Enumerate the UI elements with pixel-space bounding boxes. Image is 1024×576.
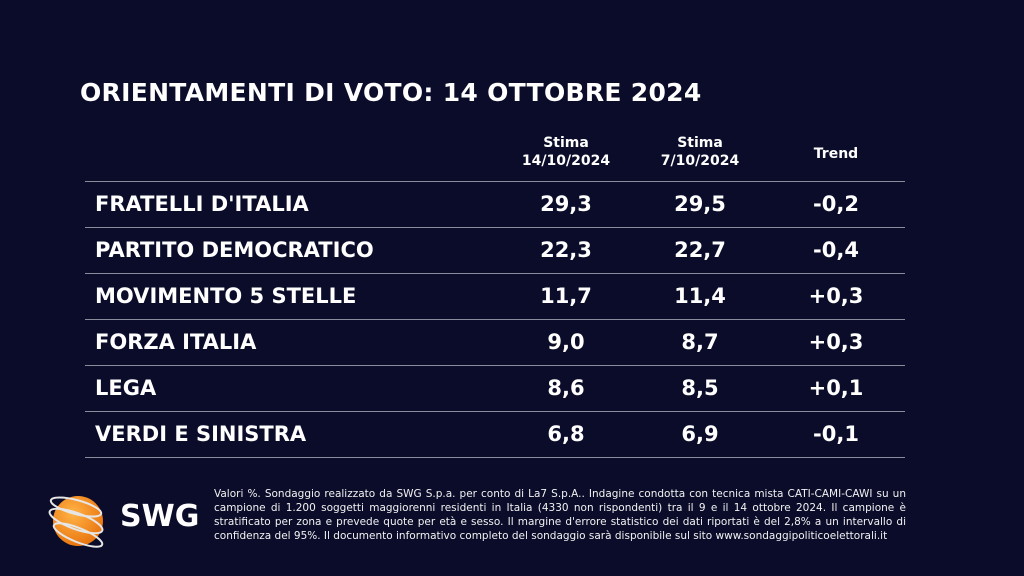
- current-estimate: 8,6: [547, 376, 585, 400]
- trend-value: -0,4: [813, 238, 859, 262]
- previous-estimate: 11,4: [674, 284, 726, 308]
- header-date: 7/10/2024: [660, 153, 740, 169]
- table-row: FORZA ITALIA 9,0 8,7 +0,3: [85, 319, 905, 365]
- previous-estimate: 29,5: [674, 192, 726, 216]
- trend-value: +0,3: [808, 284, 864, 308]
- table-row: VERDI E SINISTRA 6,8 6,9 -0,1: [85, 411, 905, 458]
- table-row: PARTITO DEMOCRATICO 22,3 22,7 -0,4: [85, 227, 905, 273]
- party-name: VERDI E SINISTRA: [95, 422, 307, 446]
- current-estimate: 11,7: [540, 284, 592, 308]
- previous-estimate: 6,9: [681, 422, 719, 446]
- poll-table: FRATELLI D'ITALIA 29,3 29,5 -0,2 PARTITO DEM…: [85, 181, 905, 458]
- trend-value: -0,1: [813, 422, 859, 446]
- current-estimate: 9,0: [547, 330, 585, 354]
- column-header-trend: Trend: [766, 145, 906, 163]
- header-label: Stima: [677, 135, 723, 151]
- header-label: Stima: [543, 135, 589, 151]
- current-estimate: 29,3: [540, 192, 592, 216]
- party-name: FORZA ITALIA: [95, 330, 257, 354]
- column-header-previous: Stima 7/10/2024: [630, 134, 770, 170]
- trend-value: -0,2: [813, 192, 859, 216]
- trend-value: +0,1: [808, 376, 864, 400]
- logo-text: SWG: [120, 499, 200, 534]
- party-name: FRATELLI D'ITALIA: [95, 192, 309, 216]
- party-name: PARTITO DEMOCRATICO: [95, 238, 374, 262]
- swg-logo: SWG: [40, 485, 210, 555]
- column-header-current: Stima 14/10/2024: [496, 134, 636, 170]
- previous-estimate: 8,5: [681, 376, 719, 400]
- table-row: MOVIMENTO 5 STELLE 11,7 11,4 +0,3: [85, 273, 905, 319]
- page-title: ORIENTAMENTI DI VOTO: 14 OTTOBRE 2024: [80, 78, 702, 107]
- previous-estimate: 22,7: [674, 238, 726, 262]
- table-row: LEGA 8,6 8,5 +0,1: [85, 365, 905, 411]
- current-estimate: 6,8: [547, 422, 585, 446]
- methodology-footnote: Valori %. Sondaggio realizzato da SWG S.…: [214, 488, 906, 542]
- header-date: 14/10/2024: [521, 153, 611, 169]
- party-name: LEGA: [95, 376, 157, 400]
- current-estimate: 22,3: [540, 238, 592, 262]
- trend-value: +0,3: [808, 330, 864, 354]
- previous-estimate: 8,7: [681, 330, 719, 354]
- table-row: FRATELLI D'ITALIA 29,3 29,5 -0,2: [85, 181, 905, 227]
- party-name: MOVIMENTO 5 STELLE: [95, 284, 357, 308]
- header-label: Trend: [813, 146, 859, 162]
- orange-globe-icon: [48, 496, 104, 548]
